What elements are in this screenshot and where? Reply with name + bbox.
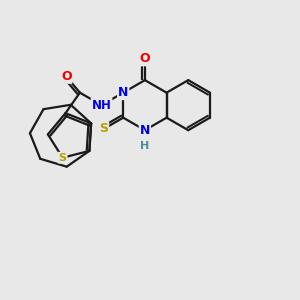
Text: N: N <box>140 124 150 137</box>
Text: NH: NH <box>92 99 112 112</box>
Text: S: S <box>99 122 108 135</box>
Text: H: H <box>140 142 149 152</box>
Text: O: O <box>140 52 150 65</box>
Text: O: O <box>61 70 71 83</box>
Text: S: S <box>58 153 67 163</box>
Text: N: N <box>118 86 128 99</box>
